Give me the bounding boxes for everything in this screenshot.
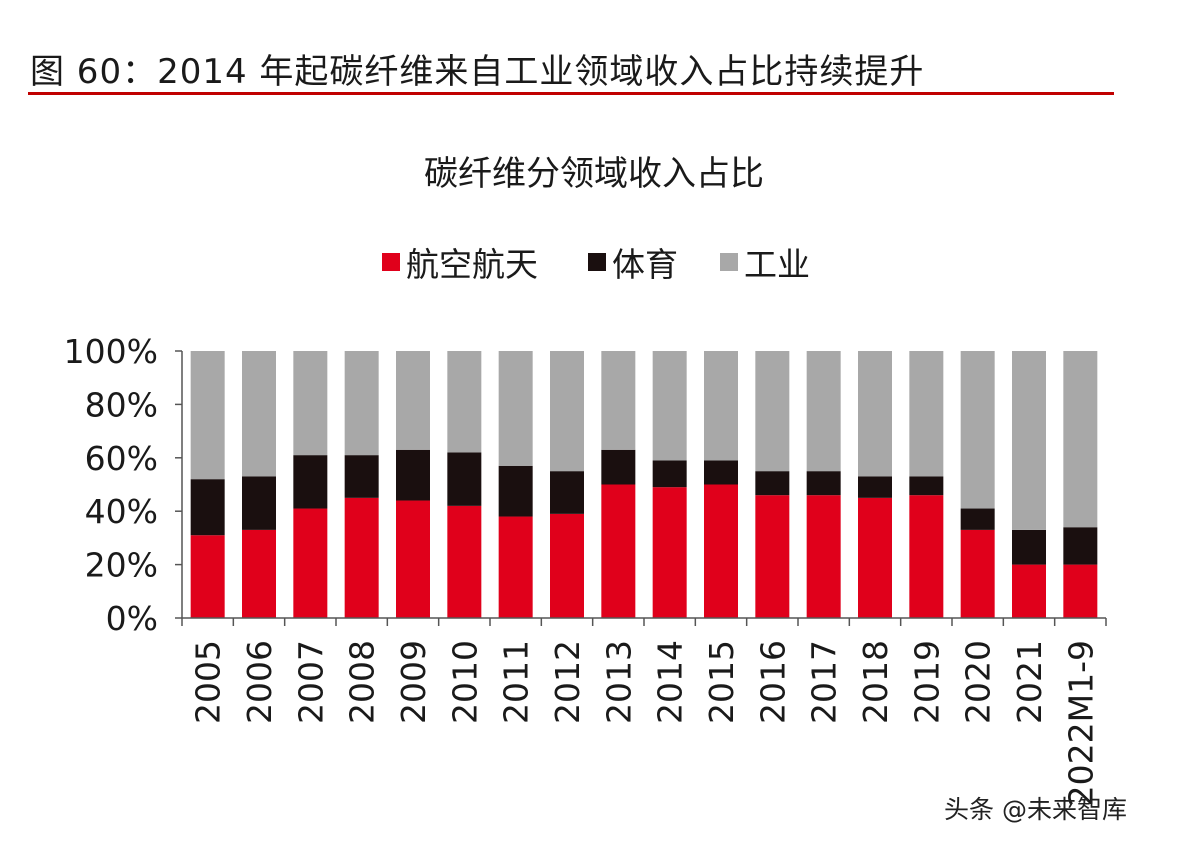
- bar-2020-series-0: [960, 529, 995, 618]
- caption-underline: [28, 92, 1114, 95]
- x-tick-label: 2016: [753, 640, 792, 724]
- legend-swatch-1: [588, 253, 606, 271]
- x-tick-label: 2012: [548, 640, 587, 724]
- bar-2019-series-0: [909, 495, 944, 618]
- x-tick-label: 2007: [291, 640, 330, 724]
- bar-2021-series-1: [1012, 529, 1046, 565]
- x-tick-label: 2008: [343, 640, 382, 724]
- y-tick-label: 40%: [85, 492, 158, 531]
- bar-2015-series-1: [704, 460, 738, 485]
- bar-2007-series-1: [293, 455, 328, 509]
- x-tick-label: 2018: [856, 640, 895, 724]
- bar-2011-series-0: [498, 516, 533, 618]
- bar-2011-series-1: [498, 465, 533, 517]
- bar-2018-series-0: [858, 497, 892, 618]
- bar-2018-series-2: [858, 351, 892, 477]
- legend-swatch-0: [382, 253, 400, 271]
- bar-2012-series-2: [550, 351, 584, 472]
- x-tick-label: 2009: [394, 640, 433, 724]
- bar-2008-series-1: [344, 455, 379, 498]
- bar-2014-series-1: [652, 460, 687, 488]
- bar-2008-series-2: [344, 351, 379, 456]
- legend-swatch-2: [720, 253, 738, 271]
- bar-2013-series-1: [601, 449, 636, 485]
- bar-2018-series-1: [858, 476, 892, 498]
- x-tick-label: 2022M1-9: [1061, 640, 1100, 806]
- x-tick-label: 2017: [805, 640, 844, 724]
- legend-label-2: 工业: [744, 245, 810, 284]
- bar-2016-series-1: [755, 471, 790, 496]
- bar-2010-series-0: [447, 505, 482, 618]
- bar-2014-series-0: [652, 487, 687, 618]
- bar-2012-series-1: [550, 471, 584, 514]
- bar-2006-series-1: [242, 476, 276, 530]
- bar-2019-series-2: [909, 351, 944, 477]
- y-tick-label: 0%: [106, 599, 158, 638]
- x-tick-label: 2019: [907, 640, 946, 724]
- bar-2013-series-0: [601, 484, 636, 618]
- bar-2005-series-2: [190, 351, 225, 480]
- bar-2016-series-0: [755, 495, 790, 618]
- bar-2022M1-9-series-2: [1063, 351, 1098, 528]
- figure-caption: 图 60：2014 年起碳纤维来自工业领域收入占比持续提升: [30, 52, 925, 92]
- watermark: 头条 @未来智库: [944, 795, 1127, 824]
- bar-2006-series-2: [242, 351, 276, 477]
- legend: 航空航天 体育 工业: [382, 245, 810, 284]
- bar-2016-series-2: [755, 351, 790, 472]
- bars: [190, 351, 1098, 618]
- x-tick-label: 2006: [240, 640, 279, 724]
- bar-2021-series-2: [1012, 351, 1046, 530]
- legend-label-1: 体育: [612, 245, 678, 284]
- legend-label-0: 航空航天: [406, 245, 538, 284]
- bar-2014-series-2: [652, 351, 687, 461]
- bar-2009-series-0: [396, 500, 430, 618]
- x-tick-label: 2005: [189, 640, 228, 724]
- x-tick-label: 2014: [651, 640, 690, 724]
- bar-2017-series-2: [806, 351, 841, 472]
- bar-2010-series-1: [447, 452, 482, 506]
- bar-2019-series-1: [909, 476, 944, 496]
- bar-2015-series-2: [704, 351, 738, 461]
- x-axis: 2005 2006 2007 2008 2009 2010 2011 2012 2013 2014…: [181, 617, 1107, 806]
- y-tick-label: 20%: [85, 546, 158, 585]
- chart-title: 碳纤维分领域收入占比: [424, 154, 764, 194]
- bar-2013-series-2: [601, 351, 636, 450]
- bar-2009-series-2: [396, 351, 430, 450]
- bar-2007-series-2: [293, 351, 328, 456]
- bar-2015-series-0: [704, 484, 738, 618]
- x-tick-label: 2021: [1010, 640, 1049, 724]
- bar-2011-series-2: [498, 351, 533, 466]
- bar-2009-series-1: [396, 449, 430, 501]
- bar-2006-series-0: [242, 529, 276, 618]
- y-axis: 0% 20% 40% 60% 80% 100%: [64, 332, 183, 638]
- x-tick-label: 2013: [599, 640, 638, 724]
- bar-2017-series-0: [806, 495, 841, 618]
- bar-2022M1-9-series-0: [1063, 564, 1098, 618]
- bar-2017-series-1: [806, 471, 841, 496]
- bar-2012-series-0: [550, 513, 584, 618]
- x-tick-label: 2015: [702, 640, 741, 724]
- bar-2021-series-0: [1012, 564, 1046, 618]
- bar-2020-series-1: [960, 508, 995, 530]
- bar-2010-series-2: [447, 351, 482, 453]
- bar-2005-series-0: [190, 535, 225, 618]
- bar-2005-series-1: [190, 479, 225, 536]
- x-tick-label: 2020: [959, 640, 998, 724]
- y-tick-label: 100%: [64, 332, 158, 371]
- bar-2008-series-0: [344, 497, 379, 618]
- bar-2020-series-2: [960, 351, 995, 509]
- x-tick-label: 2011: [497, 640, 536, 724]
- bar-2007-series-0: [293, 508, 328, 618]
- bar-2022M1-9-series-1: [1063, 527, 1098, 565]
- y-tick-label: 80%: [85, 385, 158, 424]
- x-tick-label: 2010: [445, 640, 484, 724]
- y-tick-label: 60%: [85, 439, 158, 478]
